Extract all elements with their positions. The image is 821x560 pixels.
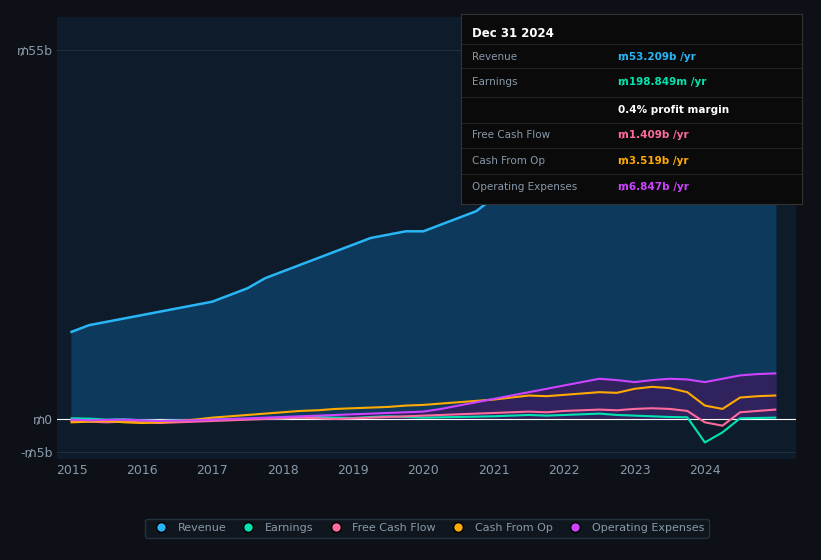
Text: ₥6.847b /yr: ₥6.847b /yr [618, 181, 689, 192]
Text: ₥53.209b /yr: ₥53.209b /yr [618, 52, 696, 62]
Legend: Revenue, Earnings, Free Cash Flow, Cash From Op, Operating Expenses: Revenue, Earnings, Free Cash Flow, Cash … [145, 519, 709, 538]
Text: ₥3.519b /yr: ₥3.519b /yr [618, 156, 689, 166]
Text: 0.4% profit margin: 0.4% profit margin [618, 105, 729, 115]
Text: ₥1.409b /yr: ₥1.409b /yr [618, 130, 689, 141]
Text: Earnings: Earnings [471, 77, 517, 87]
Text: ₥198.849m /yr: ₥198.849m /yr [618, 77, 707, 87]
Text: Cash From Op: Cash From Op [471, 156, 544, 166]
Text: Dec 31 2024: Dec 31 2024 [471, 27, 553, 40]
Text: Operating Expenses: Operating Expenses [471, 181, 577, 192]
Text: Free Cash Flow: Free Cash Flow [471, 130, 550, 141]
Text: Revenue: Revenue [471, 52, 516, 62]
